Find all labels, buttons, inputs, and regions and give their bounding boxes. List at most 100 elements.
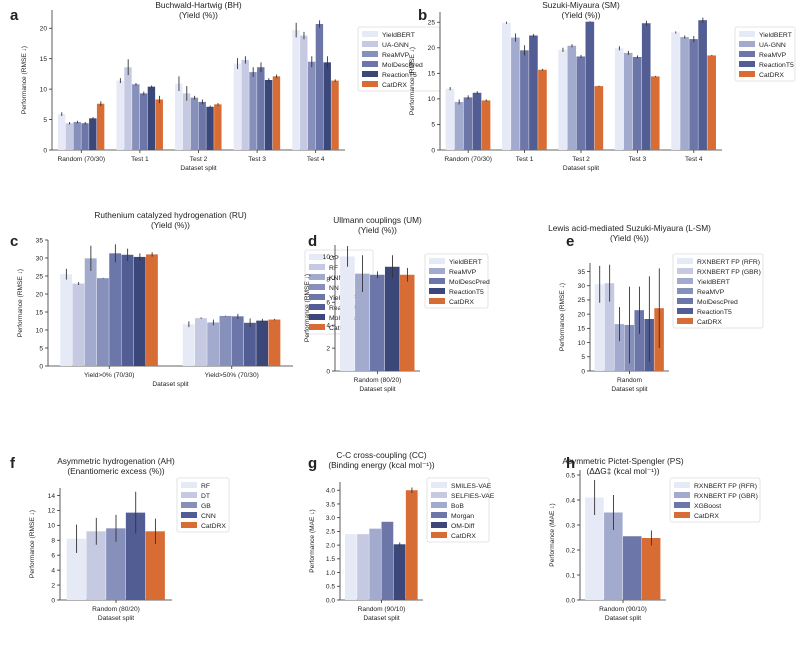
legend-swatch (309, 254, 325, 260)
x-tick-label: Random (617, 377, 642, 384)
y-tick-label: 8 (51, 538, 55, 545)
legend-label: RXNBERT FP (GBR) (694, 493, 758, 500)
chart-title-line: (Yield (%)) (562, 10, 601, 20)
legend-swatch (429, 268, 445, 274)
x-tick-label: Test 4 (307, 156, 325, 163)
legend-box (672, 253, 764, 329)
x-tick-label: Random (80/20) (354, 377, 402, 384)
legend-swatch (677, 318, 693, 324)
y-tick-label: 0.1 (566, 572, 575, 579)
bar-a-moldescpred (198, 101, 206, 150)
bar-b-reamvp (632, 56, 642, 150)
bar-a-catdrx (214, 104, 222, 150)
y-tick-label: 20 (40, 26, 48, 33)
legend-swatch (739, 41, 755, 47)
bar-c-knn (207, 322, 220, 366)
bar-h-catdrx (641, 538, 661, 600)
y-tick-label: 5 (581, 354, 585, 361)
bar-c-nn (219, 315, 232, 366)
bar-b-ua-gnn (511, 37, 520, 150)
x-tick-label: Test 3 (629, 156, 647, 163)
legend-swatch (362, 31, 378, 37)
y-axis-label: Performance (RMSE ↓) (304, 274, 311, 342)
bar-c-gp (60, 274, 73, 366)
x-tick-label: Random (90/10) (599, 606, 647, 613)
bar-a-moldescpred (139, 93, 148, 150)
panel-letter-g: g (308, 455, 317, 472)
legend-label: ReaMVP (759, 52, 787, 59)
bar-b-reamvp (689, 39, 698, 150)
x-tick-label: Test 1 (516, 156, 534, 163)
legend-label: CatDRX (201, 523, 226, 530)
legend-label: MolDescPred (697, 299, 738, 306)
bar-b-yieldbert (614, 48, 624, 150)
legend-box (424, 253, 489, 309)
bar-b-ua-gnn (567, 45, 577, 150)
bar-g-selfies-vae (357, 534, 369, 600)
y-tick-label: 6 (326, 300, 330, 307)
legend-swatch (309, 264, 325, 270)
y-tick-label: 8 (326, 277, 330, 284)
legend-label: DT (201, 493, 210, 500)
y-tick-label: 1.0 (326, 570, 335, 577)
bar-e-rxnbert-fp-gbr- (604, 283, 615, 371)
y-tick-label: 20 (428, 45, 436, 52)
bar-a-reamvp (73, 122, 81, 150)
legend-label: MolDescPred (449, 279, 490, 286)
legend-label: KNN (329, 275, 343, 282)
bar-b-catdrx (650, 76, 660, 150)
legend-label: UA-GNN (759, 42, 786, 49)
x-tick-label: Test 2 (572, 156, 590, 163)
legend-label: CatDRX (694, 513, 719, 520)
bar-a-reactiont5 (323, 62, 331, 150)
legend-swatch (309, 304, 325, 310)
bar-c-moldescpred (133, 256, 146, 366)
legend-swatch (181, 502, 197, 508)
y-tick-label: 0 (51, 597, 55, 604)
y-tick-label: 2.0 (326, 542, 335, 549)
y-tick-label: 1.5 (326, 556, 335, 563)
bar-c-reamvp (244, 322, 256, 366)
bar-d-reactiont5 (384, 266, 400, 371)
legend-swatch (362, 51, 378, 57)
legend-label: YieldBERT (449, 259, 482, 266)
legend-label: GP (329, 255, 339, 262)
legend-swatch (674, 502, 690, 508)
bar-a-ua-gnn (241, 59, 249, 151)
bar-c-rf (72, 283, 85, 366)
panel-a: a Buchwald-Hartwig (BH)(Yield (%)) 0 5 10 15 2… (10, 0, 441, 172)
y-tick-label: 25 (578, 297, 586, 304)
y-tick-label: 30 (36, 255, 44, 262)
legend-label: YieldBERT (697, 279, 730, 286)
bar-a-catdrx (96, 103, 105, 150)
bar-h-xgboost (623, 536, 642, 600)
y-tick-label: 15 (40, 56, 48, 63)
chart-title-line: Buchwald-Hartwig (BH) (155, 0, 241, 10)
bar-a-ua-gnn (182, 93, 191, 150)
chart-title-line: (Binding energy (kcal mol⁻¹)) (328, 460, 435, 470)
bar-a-catdrx (272, 76, 281, 150)
y-tick-label: 20 (578, 311, 586, 318)
legend-label: RXNBERT FP (RFR) (697, 259, 760, 266)
bar-b-yieldbert (671, 32, 680, 150)
legend-label: ReactionT5 (697, 309, 732, 316)
legend-label: RXNBERT FP (GBR) (697, 269, 761, 276)
legend-swatch (739, 31, 755, 37)
bar-a-reamvp (132, 84, 140, 150)
legend-swatch (431, 482, 447, 488)
bar-b-yieldbert (445, 88, 455, 150)
bar-d-reamvp (355, 273, 370, 371)
y-tick-label: 12 (48, 508, 56, 515)
legend-swatch (309, 274, 325, 280)
x-axis-label: Dataset split (605, 615, 641, 622)
y-tick-label: 4.0 (326, 488, 335, 495)
chart-title-line: Suzuki-Miyaura (SM) (542, 0, 620, 10)
legend-swatch (181, 522, 197, 528)
x-tick-label: Random (70/30) (444, 156, 492, 163)
legend-swatch (181, 512, 197, 518)
bar-a-yieldbert (175, 83, 183, 150)
chart-title-line: Asymmetric Pictet-Spengler (PS) (562, 456, 683, 466)
y-tick-label: 35 (578, 269, 586, 276)
bar-c-catdrx (268, 319, 281, 366)
y-tick-label: 10 (578, 340, 586, 347)
